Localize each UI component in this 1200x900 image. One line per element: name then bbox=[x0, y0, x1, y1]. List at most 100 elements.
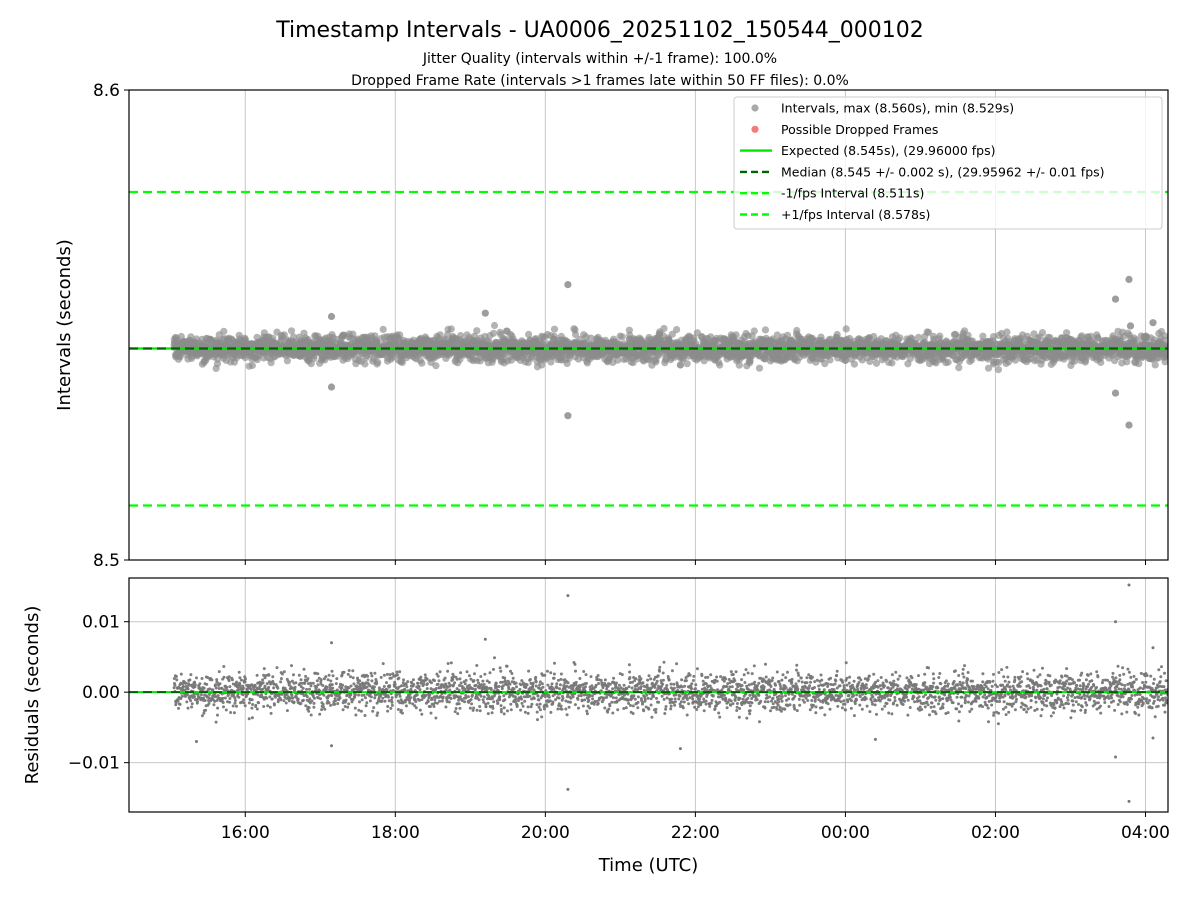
residual-point bbox=[268, 705, 272, 709]
residual-point bbox=[509, 702, 513, 706]
residual-point bbox=[216, 713, 219, 717]
legend-entry: Expected (8.545s), (29.96000 fps) bbox=[781, 143, 996, 158]
residual-point bbox=[458, 695, 462, 699]
residual-point bbox=[200, 677, 204, 680]
residual-point bbox=[488, 671, 492, 675]
residual-point bbox=[357, 708, 361, 712]
interval-point bbox=[618, 333, 626, 341]
residual-point bbox=[321, 702, 325, 706]
residual-point bbox=[178, 702, 182, 706]
residual-point bbox=[466, 695, 470, 699]
residual-point bbox=[414, 700, 418, 704]
residual-point bbox=[312, 696, 316, 700]
residual-point bbox=[177, 706, 180, 710]
interval-point bbox=[842, 325, 850, 333]
residual-point bbox=[228, 700, 232, 704]
interval-point bbox=[761, 326, 770, 334]
interval-point bbox=[379, 325, 387, 333]
residual-point bbox=[465, 670, 469, 674]
residual-point bbox=[408, 701, 412, 705]
residual-point bbox=[227, 679, 231, 683]
residual-point bbox=[275, 666, 279, 670]
residual-point bbox=[330, 694, 334, 698]
interval-point bbox=[248, 361, 256, 370]
residual-point bbox=[265, 696, 269, 700]
residual-point bbox=[271, 675, 275, 679]
residual-point bbox=[312, 701, 316, 705]
residual-point bbox=[188, 678, 192, 682]
residual-point bbox=[370, 679, 374, 683]
residual-point bbox=[526, 711, 530, 715]
residual-point bbox=[496, 701, 500, 705]
residual-point bbox=[369, 671, 373, 675]
residual-point bbox=[186, 706, 190, 710]
legend-entry: -1/fps Interval (8.511s) bbox=[781, 186, 924, 201]
residual-point bbox=[186, 687, 190, 691]
residual-point bbox=[400, 711, 404, 715]
residual-point bbox=[426, 700, 430, 704]
residual-point bbox=[481, 679, 485, 683]
residual-point bbox=[217, 670, 221, 674]
residual-point bbox=[263, 684, 267, 688]
residual-point bbox=[470, 693, 474, 697]
interval-point-outlier bbox=[327, 383, 336, 391]
residual-point bbox=[520, 701, 524, 705]
residual-point bbox=[385, 688, 389, 692]
residual-point bbox=[272, 686, 276, 690]
interval-point bbox=[1162, 337, 1168, 345]
residual-point bbox=[347, 669, 351, 672]
residual-point bbox=[520, 697, 524, 701]
residual-point bbox=[386, 705, 390, 708]
residual-point bbox=[428, 705, 432, 709]
residual-point bbox=[372, 688, 376, 692]
residual-point bbox=[193, 695, 196, 699]
residual-point bbox=[326, 678, 330, 682]
residual-point bbox=[409, 687, 413, 691]
residual-point bbox=[368, 699, 372, 703]
residual-point bbox=[389, 706, 393, 710]
residual-point bbox=[365, 685, 369, 689]
residual-point bbox=[446, 662, 450, 665]
residual-point bbox=[486, 701, 490, 705]
residual-point bbox=[527, 669, 531, 673]
residual-point bbox=[301, 698, 305, 702]
residual-point bbox=[351, 669, 355, 673]
residual-point bbox=[267, 673, 271, 677]
residual-point bbox=[251, 703, 255, 706]
residual-point bbox=[296, 697, 300, 701]
residual-point bbox=[382, 685, 386, 688]
residual-point bbox=[261, 681, 265, 685]
residual-point bbox=[492, 667, 495, 671]
residual-point bbox=[302, 667, 306, 671]
residual-point bbox=[401, 681, 405, 685]
interval-point bbox=[716, 361, 724, 369]
residual-point bbox=[331, 674, 335, 678]
residual-point bbox=[389, 676, 393, 680]
residual-point bbox=[304, 674, 308, 678]
residual-point bbox=[270, 697, 274, 701]
residual-point bbox=[292, 700, 296, 704]
residual-point bbox=[242, 698, 246, 702]
interval-point bbox=[447, 325, 455, 333]
residual-point bbox=[385, 681, 388, 685]
interval-point bbox=[1135, 360, 1143, 368]
residual-point bbox=[390, 703, 394, 707]
interval-point bbox=[826, 356, 834, 364]
residual-point bbox=[315, 679, 319, 683]
residual-point bbox=[244, 677, 247, 681]
residual-point bbox=[255, 673, 259, 677]
residual-point bbox=[214, 686, 218, 690]
residual-point bbox=[449, 697, 453, 700]
residual-point bbox=[391, 672, 395, 676]
residual-point bbox=[305, 695, 309, 699]
interval-point bbox=[220, 327, 228, 335]
residual-point bbox=[438, 670, 442, 674]
residual-point bbox=[185, 700, 189, 704]
residual-point bbox=[272, 703, 276, 707]
residual-point bbox=[186, 693, 189, 697]
residual-point bbox=[238, 682, 242, 686]
interval-point bbox=[755, 364, 764, 372]
residual-point bbox=[268, 695, 272, 699]
residual-point bbox=[262, 667, 266, 671]
residual-point bbox=[399, 708, 403, 712]
